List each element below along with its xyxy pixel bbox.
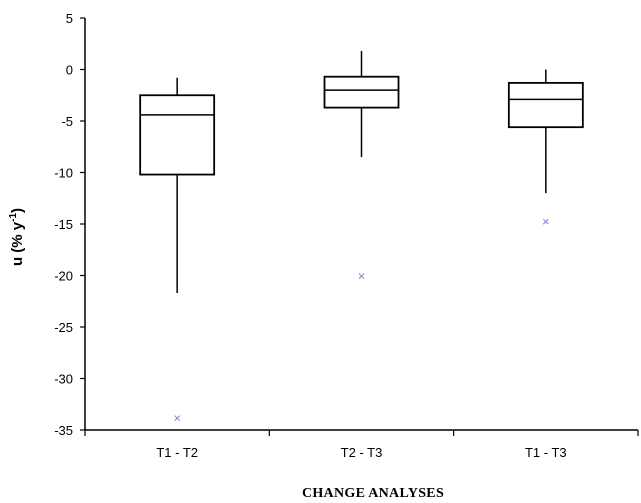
y-tick-label: -20 xyxy=(54,269,73,284)
y-tick-label: -10 xyxy=(54,166,73,181)
x-tick-label: T2 - T3 xyxy=(341,445,383,460)
box-2: × xyxy=(323,50,400,284)
box-1: × xyxy=(139,77,216,426)
y-axis-label-main: u (% y xyxy=(9,221,26,266)
y-tick-label: 0 xyxy=(66,63,73,78)
outlier-marker: × xyxy=(542,214,550,229)
box-3: × xyxy=(507,69,584,229)
box-series: × × × xyxy=(139,50,584,426)
x-axis: T1 - T2 T2 - T3 T1 - T3 xyxy=(84,429,639,460)
y-tick-label: -35 xyxy=(54,423,73,438)
y-tick-label: -5 xyxy=(61,114,73,129)
y-tick-label: -15 xyxy=(54,217,73,232)
x-axis-label: CHANGE ANALYSES xyxy=(302,486,444,501)
outlier-marker: × xyxy=(358,269,366,284)
x-tick-label: T1 - T2 xyxy=(156,445,198,460)
y-tick-label: 5 xyxy=(66,11,73,26)
y-axis-label: u (% y-1) xyxy=(8,208,26,266)
box-iqr xyxy=(323,75,400,109)
y-axis: 5 0 -5 -10 -15 -20 -25 -30 -35 xyxy=(54,11,86,438)
y-axis-label-superscript: -1 xyxy=(8,213,19,222)
y-tick-label: -30 xyxy=(54,372,73,387)
box-iqr xyxy=(507,81,584,129)
y-axis-label-end: ) xyxy=(9,208,26,213)
y-tick-label: -25 xyxy=(54,320,73,335)
outlier-marker: × xyxy=(173,411,181,426)
x-tick-label: T1 - T3 xyxy=(525,445,567,460)
box-iqr xyxy=(139,94,216,176)
